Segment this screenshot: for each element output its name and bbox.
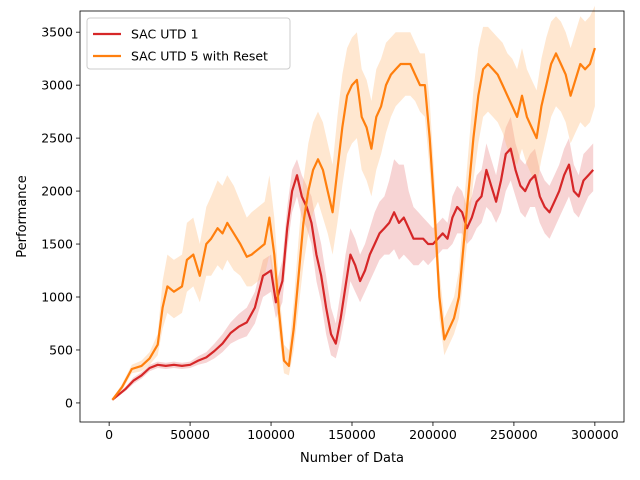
y-tick-label: 0 bbox=[65, 395, 73, 410]
x-tick-label: 100000 bbox=[247, 427, 295, 442]
x-tick-label: 150000 bbox=[328, 427, 376, 442]
x-tick-label: 300000 bbox=[571, 427, 619, 442]
y-tick-label: 3500 bbox=[41, 25, 73, 40]
x-axis-label: Number of Data bbox=[300, 451, 404, 466]
legend: SAC UTD 1 SAC UTD 5 with Reset bbox=[86, 17, 291, 70]
x-tick-label: 200000 bbox=[409, 427, 457, 442]
band-series-2 bbox=[112, 5, 595, 401]
legend-label-2: SAC UTD 5 with Reset bbox=[131, 49, 268, 64]
y-tick-label: 1000 bbox=[41, 290, 73, 305]
x-axis: 0 50000 100000 150000 200000 250000 300000 bbox=[105, 422, 619, 442]
x-tick-label: 50000 bbox=[170, 427, 210, 442]
y-tick-label: 1500 bbox=[41, 237, 73, 252]
legend-label-1: SAC UTD 1 bbox=[131, 27, 199, 42]
x-tick-label: 0 bbox=[105, 427, 113, 442]
line-series-2 bbox=[111, 47, 596, 401]
y-axis: 0 500 1000 1500 2000 2500 3000 3500 bbox=[41, 25, 80, 410]
series-lines bbox=[111, 47, 596, 401]
y-tick-label: 2500 bbox=[41, 131, 73, 146]
line-series-1 bbox=[111, 147, 595, 401]
y-tick-label: 2000 bbox=[41, 184, 73, 199]
y-axis-label: Performance bbox=[15, 175, 30, 257]
y-tick-label: 3000 bbox=[41, 78, 73, 93]
y-tick-label: 500 bbox=[49, 342, 73, 357]
legend-box bbox=[86, 17, 291, 70]
x-tick-label: 250000 bbox=[490, 427, 538, 442]
